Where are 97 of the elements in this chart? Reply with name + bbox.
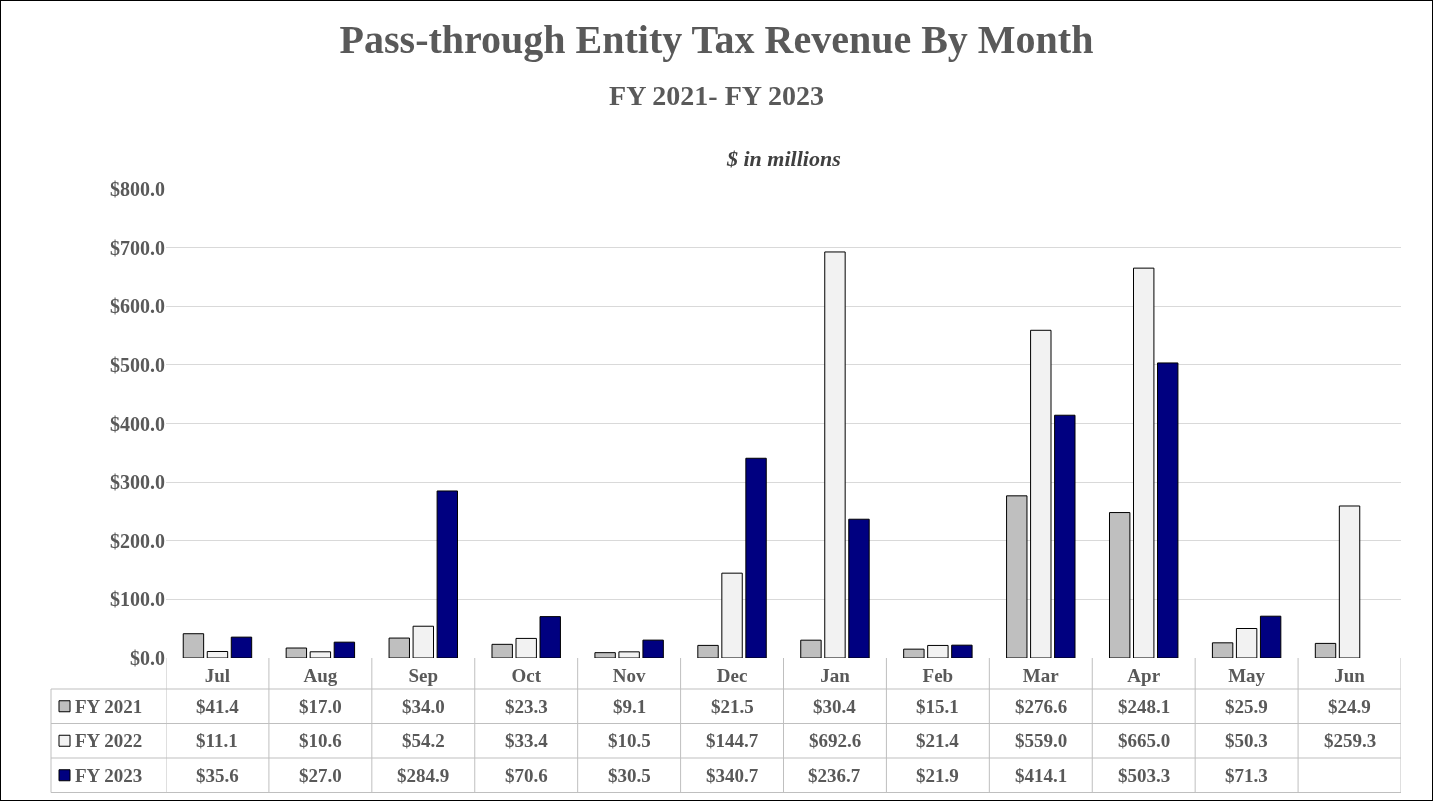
legend-label: FY 2021 <box>75 696 143 717</box>
bar <box>1338 505 1361 658</box>
data-label: $284.9 <box>397 765 450 786</box>
bar <box>436 490 459 658</box>
data-label: $10.5 <box>608 730 651 751</box>
bar <box>745 457 767 658</box>
x-tick-label: Oct <box>511 665 542 686</box>
x-tick-label: May <box>1228 665 1266 686</box>
bar <box>927 644 949 658</box>
y-tick-label: $400.0 <box>110 412 165 435</box>
data-label: $21.9 <box>916 765 959 786</box>
x-tick-label: Jun <box>1334 665 1366 686</box>
data-label: $503.3 <box>1118 765 1171 786</box>
legend-label: FY 2022 <box>75 730 143 751</box>
bar <box>642 639 664 658</box>
data-label: $11.1 <box>196 730 238 751</box>
data-label: $10.6 <box>299 730 342 751</box>
data-label: $23.3 <box>505 696 548 717</box>
y-tick-label: $600.0 <box>110 295 165 318</box>
x-tick-label: Feb <box>922 665 954 686</box>
bar <box>515 637 537 658</box>
bar <box>491 643 513 658</box>
bar <box>333 641 356 658</box>
data-label: $54.2 <box>402 730 445 751</box>
bar <box>309 651 332 658</box>
data-label: $692.6 <box>809 730 862 751</box>
bar <box>594 652 616 658</box>
y-tick-label: $0.0 <box>130 647 165 669</box>
bar <box>721 572 743 658</box>
data-label: $30.4 <box>813 696 857 717</box>
data-label: $340.7 <box>706 765 759 786</box>
bar <box>824 251 846 658</box>
bar <box>412 625 434 658</box>
data-label: $27.0 <box>299 765 342 786</box>
data-label: $248.1 <box>1118 696 1171 717</box>
bar <box>848 518 870 658</box>
y-tick-label: $800.0 <box>110 178 165 200</box>
data-label: $24.9 <box>1328 696 1371 717</box>
x-tick-label: Apr <box>1127 665 1161 686</box>
data-label: $33.4 <box>505 730 549 751</box>
data-label: $259.3 <box>1324 730 1377 751</box>
data-label: $414.1 <box>1015 765 1068 786</box>
bar <box>285 647 308 658</box>
legend-label: FY 2023 <box>75 765 143 786</box>
data-label: $665.0 <box>1118 730 1171 751</box>
x-tick-label: Dec <box>716 665 748 686</box>
y-tick-label: $700.0 <box>110 236 165 259</box>
data-label: $15.1 <box>916 696 959 717</box>
text: $ in millions <box>726 146 841 171</box>
bar <box>388 637 410 658</box>
data-label: $144.7 <box>706 730 759 751</box>
data-label: $236.7 <box>808 765 861 786</box>
y-tick-label: $500.0 <box>110 353 165 376</box>
bar <box>1157 362 1179 658</box>
bar <box>903 648 925 658</box>
bar <box>1314 642 1337 658</box>
data-label: $21.5 <box>711 696 754 717</box>
bar <box>1211 642 1234 658</box>
x-tick-label: Nov <box>612 665 646 686</box>
data-label: $50.3 <box>1225 730 1268 751</box>
data-label: $9.1 <box>613 696 647 717</box>
bar <box>1030 329 1052 658</box>
bar <box>618 651 640 658</box>
data-label: $34.0 <box>402 696 445 717</box>
data-label: $30.5 <box>608 765 651 786</box>
bar <box>800 639 822 658</box>
x-tick-label: Sep <box>408 665 439 686</box>
bar <box>206 650 229 658</box>
bar <box>230 636 253 658</box>
data-label: $17.0 <box>299 696 342 717</box>
x-tick-label: Jan <box>820 665 851 686</box>
chart-title: Pass-through Entity Tax Revenue By Month <box>339 16 1094 62</box>
y-tick-label: $100.0 <box>110 588 165 611</box>
chart-subtitle: FY 2021- FY 2023 <box>609 79 824 111</box>
y-tick-label: $300.0 <box>110 471 165 494</box>
bar <box>1133 267 1155 658</box>
bar <box>1108 512 1131 658</box>
bar <box>1054 414 1076 658</box>
x-tick-label: Mar <box>1022 665 1060 686</box>
bar <box>1006 495 1028 658</box>
data-label: $276.6 <box>1015 696 1068 717</box>
data-label: $25.9 <box>1225 696 1268 717</box>
data-label: $41.4 <box>196 696 240 717</box>
data-label: $559.0 <box>1015 730 1068 751</box>
data-label: $35.6 <box>196 765 239 786</box>
bar <box>182 633 205 658</box>
y-tick-label: $200.0 <box>110 529 165 552</box>
bar <box>697 644 719 658</box>
bar <box>1235 628 1258 658</box>
bar <box>951 644 973 658</box>
x-tick-label: Jul <box>204 665 231 686</box>
data-label: $70.6 <box>505 765 548 786</box>
bar <box>1259 615 1282 658</box>
data-label: $21.4 <box>916 730 960 751</box>
data-label: $71.3 <box>1225 765 1268 786</box>
x-tick-label: Aug <box>303 665 338 686</box>
bar <box>539 616 561 658</box>
